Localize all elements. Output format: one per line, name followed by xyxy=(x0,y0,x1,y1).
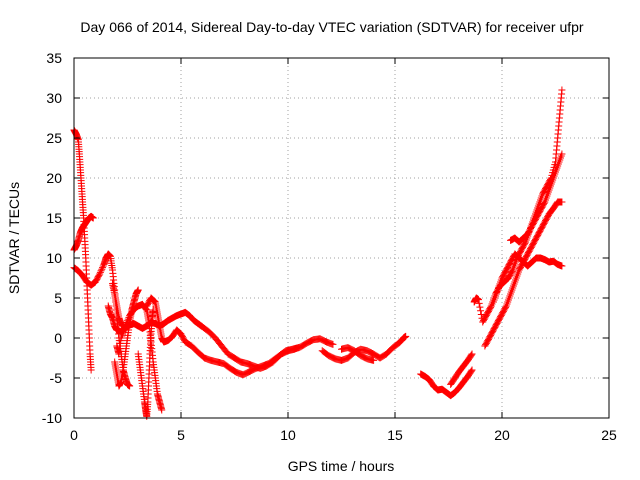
data-point-track-f xyxy=(158,406,166,414)
y-tick-labels: -10 -5 0 5 10 15 20 25 30 35 xyxy=(42,50,62,426)
y-tick-label: 0 xyxy=(54,330,62,346)
data-point-track-n xyxy=(521,239,529,247)
data-point-track-b xyxy=(87,366,95,374)
data-point-track-c xyxy=(96,270,104,278)
data-point-track-o xyxy=(558,198,566,206)
data-point-track-n xyxy=(477,307,485,315)
y-tick-label: 10 xyxy=(46,250,62,266)
data-point-track-c xyxy=(95,271,103,279)
axis-ticks xyxy=(73,57,610,419)
data-point-track-l xyxy=(468,366,476,374)
x-tick-label: 15 xyxy=(387,427,403,443)
chart-title: Day 066 of 2014, Sidereal Day-to-day VTE… xyxy=(80,19,584,35)
data-point-track-n xyxy=(474,296,482,304)
data-point-track-n xyxy=(487,303,495,311)
data-point-track-q xyxy=(540,199,548,207)
plot-frame xyxy=(73,57,610,419)
data-point-track-c xyxy=(96,268,104,276)
data-point-track-e xyxy=(150,297,158,305)
data-point-track-i xyxy=(134,286,142,294)
data-point-track-k xyxy=(370,356,378,364)
data-point-track-c xyxy=(126,382,134,390)
x-axis-label: GPS time / hours xyxy=(288,458,395,474)
y-tick-label: -5 xyxy=(50,370,63,386)
y-axis-label: SDTVAR / TECUs xyxy=(6,182,22,294)
data-point-track-l xyxy=(467,367,475,375)
data-point-track-h xyxy=(119,322,127,330)
y-tick-label: 20 xyxy=(46,170,62,186)
x-tick-label: 25 xyxy=(601,427,617,443)
y-tick-label: -10 xyxy=(42,410,62,426)
y-tick-label: 25 xyxy=(46,130,62,146)
x-tick-label: 20 xyxy=(494,427,510,443)
data-point-track-m xyxy=(467,351,475,359)
data-point-track-n xyxy=(508,267,516,275)
data-point-track-g xyxy=(149,306,157,314)
data-point-track-e xyxy=(329,340,337,348)
data-point-track-q xyxy=(558,150,566,158)
data-point-track-c xyxy=(97,267,105,275)
x-tick-labels: 0 5 10 15 20 25 xyxy=(70,427,617,443)
data-points xyxy=(70,86,566,420)
data-point-track-n xyxy=(477,311,485,319)
x-tick-label: 5 xyxy=(177,427,185,443)
data-point-track-m xyxy=(468,350,476,358)
data-point-track-p xyxy=(558,262,566,270)
data-point-track-n xyxy=(476,303,484,311)
y-tick-label: 15 xyxy=(46,210,62,226)
data-point-track-c xyxy=(98,265,106,273)
data-point-track-o xyxy=(502,303,510,311)
x-tick-label: 10 xyxy=(280,427,296,443)
y-tick-label: 5 xyxy=(54,290,62,306)
x-tick-label: 0 xyxy=(70,427,78,443)
y-tick-label: 30 xyxy=(46,90,62,106)
grid xyxy=(74,58,609,418)
data-point-track-j xyxy=(402,332,410,340)
data-point-track-n xyxy=(558,86,566,94)
data-point-track-n xyxy=(475,299,483,307)
data-point-track-a xyxy=(89,214,97,222)
data-point-track-c xyxy=(99,264,107,272)
y-tick-label: 35 xyxy=(46,50,62,66)
data-point-track-f xyxy=(142,305,150,313)
